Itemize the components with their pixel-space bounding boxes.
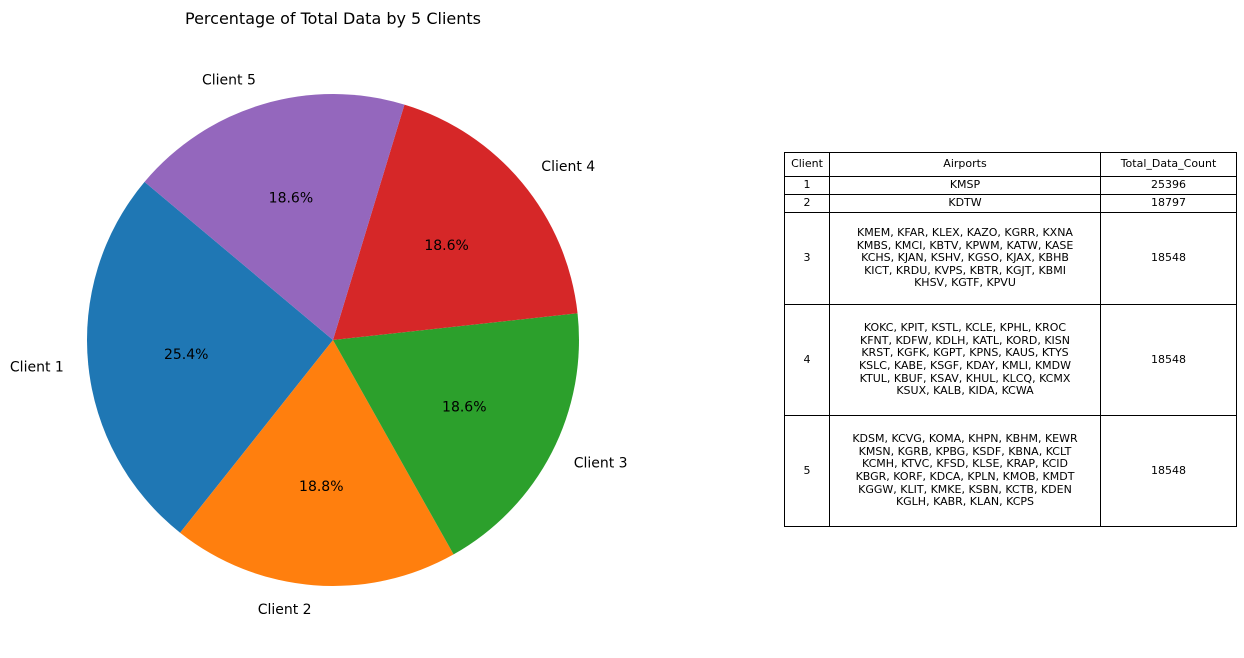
pie-slice-label: Client 4 [541,159,595,175]
table-row: 1 KMSP 25396 [784,176,1237,195]
airports-line: KICT, KRDU, KVPS, KBTR, KGJT, KBMI [864,263,1066,277]
total-data-count-cell: 18797 [1100,194,1237,213]
pie-slice-client-2 [180,340,454,586]
pie-slice-client-1 [86,181,333,533]
total-data-count-cell: 18548 [1100,415,1237,527]
pie-slice-label: Client 3 [574,456,628,472]
airports-cell: KMEM, KFAR, KLEX, KAZO, KGRR, KXNA KMBS, … [829,212,1101,305]
table-row: 4 KOKC, KPIT, KSTL, KCLE, KPHL, KROC KFNT,… [784,304,1237,416]
airports-line: KTUL, KBUF, KSAV, KHUL, KLCQ, KCMX [859,371,1071,385]
pie-slice-label: Client 2 [258,602,312,618]
client-cell: 2 [784,194,830,213]
airports-line: KMSP [949,178,981,192]
pie-percent-label: 18.6% [424,238,468,254]
header-total-data-count: Total_Data_Count [1100,152,1237,177]
pie-slices [86,93,579,586]
airports-line: KCMH, KTVC, KFSD, KLSE, KRAP, KCID [862,457,1068,471]
pie-chart: Percentage of Total Data by 5 Clients 25… [10,9,628,618]
airports-line: KHSV, KGTF, KPVU [914,276,1016,290]
airports-cell: KOKC, KPIT, KSTL, KCLE, KPHL, KROC KFNT, … [829,304,1101,416]
airports-line: KDTW [948,196,982,210]
airports-line: KMSN, KGRB, KPBG, KSDF, KBNA, KCLT [858,444,1072,458]
client-cell: 5 [784,415,830,527]
pie-slice-label: Client 1 [10,359,64,375]
pie-slice-client-4 [333,104,578,340]
client-cell: 4 [784,304,830,416]
pie-percent-label: 18.6% [442,400,486,416]
table-row: 5 KDSM, KCVG, KOMA, KHPN, KBHM, KEWR KMSN,… [784,415,1237,527]
airports-line: KGGW, KLIT, KMKE, KSBN, KCTB, KDEN [858,482,1072,496]
total-data-count-cell: 25396 [1100,176,1237,195]
pie-percent-label: 18.8% [299,479,343,495]
pie-slice-client-5 [144,93,405,340]
header-client: Client [784,152,830,177]
airports-cell: KDSM, KCVG, KOMA, KHPN, KBHM, KEWR KMSN, … [829,415,1101,527]
pie-slice-client-3 [333,313,579,555]
chart-title: Percentage of Total Data by 5 Clients [185,9,481,28]
client-cell: 3 [784,212,830,305]
airports-line: KRST, KGFK, KGPT, KPNS, KAUS, KTYS [861,346,1069,360]
airports-line: KSLC, KABE, KSGF, KDAY, KMLI, KMDW [858,359,1072,372]
pie-percent-label: 25.4% [164,347,208,363]
airports-line: KDSM, KCVG, KOMA, KHPN, KBHM, KEWR [852,432,1078,446]
total-data-count-cell: 18548 [1100,304,1237,416]
header-airports: Airports [829,152,1101,177]
airports-line: KCHS, KJAN, KSHV, KGSO, KJAX, KBHB [861,251,1069,265]
client-cell: 1 [784,176,830,195]
airports-line: KSUX, KALB, KIDA, KCWA [896,384,1034,398]
client-airports-table: Client Airports Total_Data_Count 1 KMSP 25… [784,152,1237,527]
table-row: 3 KMEM, KFAR, KLEX, KAZO, KGRR, KXNA KMBS,… [784,212,1237,305]
airports-line: KMEM, KFAR, KLEX, KAZO, KGRR, KXNA [857,226,1073,240]
airports-cell: KMSP [829,176,1101,195]
pie-percent-label: 18.6% [269,191,313,207]
pie-labels: 25.4% Client 1 18.8% Client 2 18.6% Client 3 1… [10,73,628,618]
airports-line: KBGR, KORF, KDCA, KPLN, KMOB, KMDT [855,470,1075,483]
airports-line: KMBS, KMCI, KBTV, KPWM, KATW, KASE [856,238,1074,252]
airports-line: KOKC, KPIT, KSTL, KCLE, KPHL, KROC [863,321,1067,335]
total-data-count-cell: 18548 [1100,212,1237,305]
table-header-row: Client Airports Total_Data_Count [784,152,1237,177]
airports-cell: KDTW [829,194,1101,213]
pie-slice-label: Client 5 [202,73,256,89]
airports-line: KFNT, KDFW, KDLH, KATL, KORD, KISN [859,333,1070,347]
airports-line: KGLH, KABR, KLAN, KCPS [895,495,1035,509]
table-row: 2 KDTW 18797 [784,194,1237,213]
